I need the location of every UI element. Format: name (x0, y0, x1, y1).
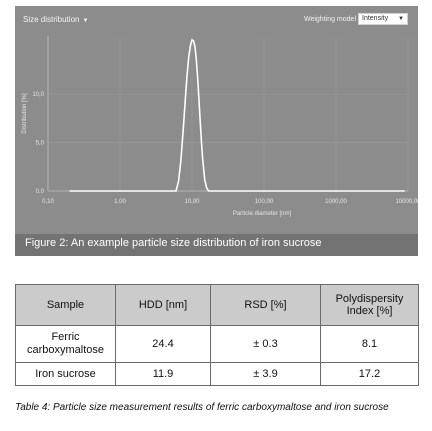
cell-pdi: 8.1 (320, 325, 419, 363)
table-row: Ferric carboxymaltose 24.4 ± 0.3 8.1 (15, 325, 419, 363)
cell-rsd: ± 0.3 (210, 325, 321, 363)
header-rsd: RSD [%] (210, 284, 321, 326)
x-tick-label: 1,00 (114, 199, 126, 205)
table-row: Iron sucrose 11.9 ± 3.9 17.2 (15, 362, 419, 386)
cell-sample: Iron sucrose (15, 362, 116, 386)
y-axis-label: Distribution [%] (22, 93, 28, 134)
chart-area: Size distribution ▼ Weighting model Inten… (15, 6, 418, 234)
cell-pdi: 17.2 (320, 362, 419, 386)
y-tick-label: 0,0 (36, 189, 45, 195)
y-tick-label: 10,0 (32, 92, 44, 98)
cell-rsd: ± 3.9 (210, 362, 321, 386)
x-tick-label: 0,10 (42, 199, 54, 205)
cell-hdd: 24.4 (115, 325, 211, 363)
chevron-down-icon: ▼ (82, 18, 89, 24)
results-table-wrap: Sample HDD [nm] RSD [%] Polydispersity I… (15, 284, 419, 386)
header-hdd: HDD [nm] (115, 284, 211, 326)
weighting-model-label: Weighting model (303, 16, 356, 23)
weighting-model-value: Intensity (362, 15, 389, 22)
chart-title-dropdown[interactable]: Size distribution ▼ (23, 15, 88, 24)
x-tick-label: 10000,00 (395, 199, 418, 205)
chart-title: Size distribution (23, 15, 80, 24)
x-axis-label: Particle diameter [nm] (233, 211, 292, 217)
cell-sample: Ferric carboxymaltose (15, 325, 116, 363)
figure-panel: Size distribution ▼ Weighting model Inten… (15, 6, 418, 256)
x-tick-label: 10,00 (184, 199, 200, 205)
table-caption: Table 4: Particle size measurement resul… (15, 402, 389, 413)
header-pdi: Polydispersity Index [%] (320, 284, 419, 326)
y-tick-label: 5,0 (36, 141, 45, 147)
results-table: Sample HDD [nm] RSD [%] Polydispersity I… (15, 284, 419, 386)
figure-caption: Figure 2: An example particle size distr… (25, 237, 322, 249)
x-tick-label: 100,00 (255, 199, 274, 205)
distribution-chart: 0,10 1,00 10,00 100,00 1000,00 10000,00 0,0 5,0… (22, 36, 418, 217)
distribution-curve (69, 39, 405, 192)
chevron-down-icon: ▼ (398, 16, 404, 22)
header-sample: Sample (15, 284, 116, 326)
x-tick-label: 1000,00 (325, 199, 347, 205)
cell-hdd: 11.9 (115, 362, 211, 386)
table-header-row: Sample HDD [nm] RSD [%] Polydispersity I… (15, 284, 419, 326)
weighting-model-select[interactable]: Intensity ▼ (358, 13, 408, 25)
